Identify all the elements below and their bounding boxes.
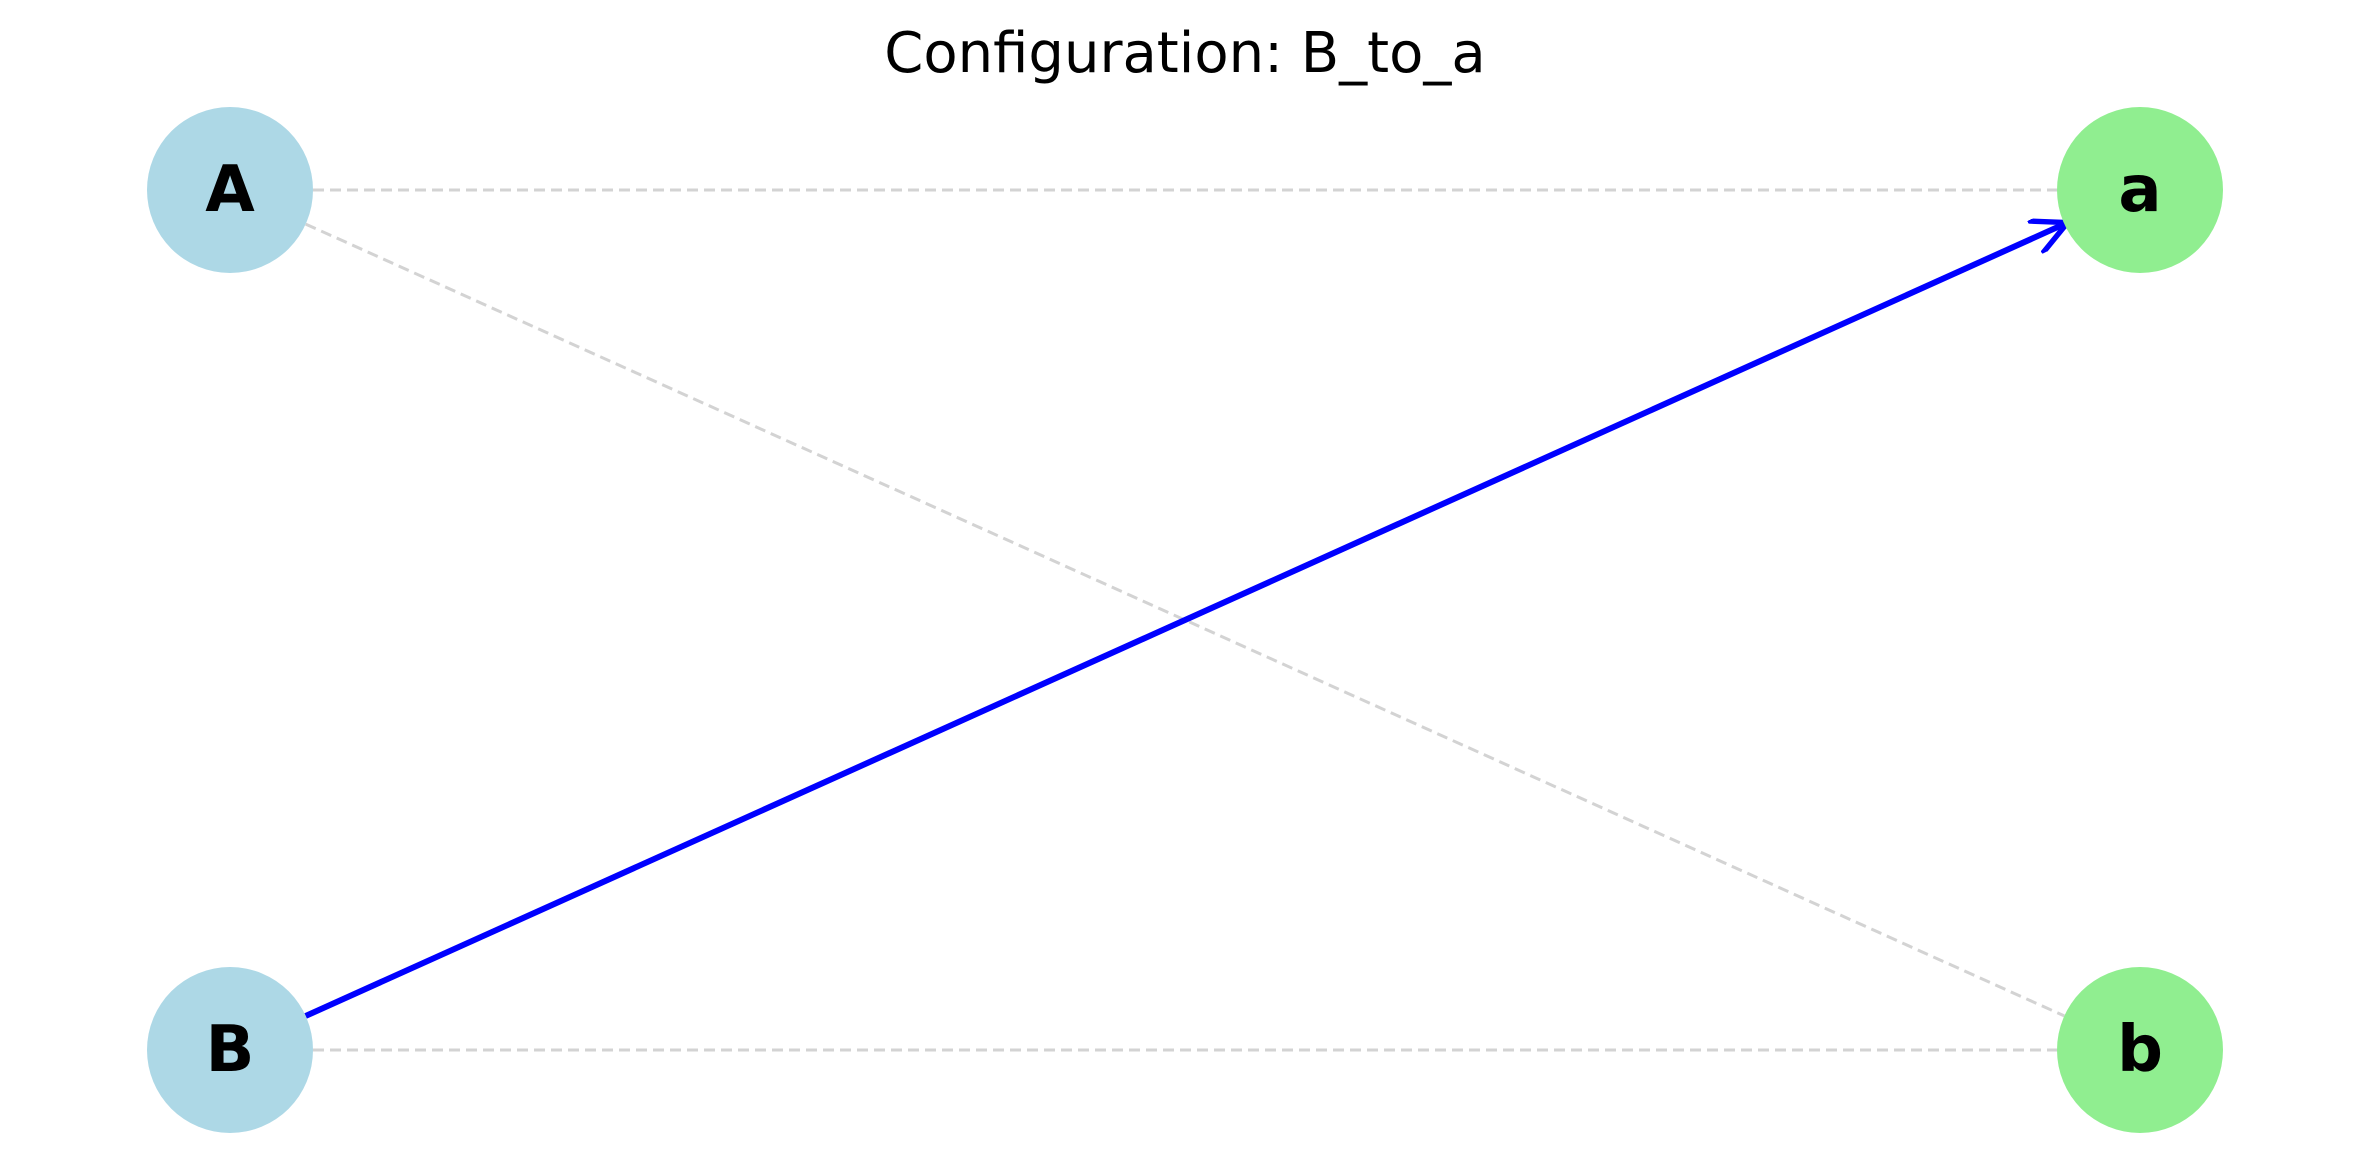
node-a: a xyxy=(2057,107,2223,273)
node-label-A: A xyxy=(205,153,255,227)
node-circle-B xyxy=(147,967,313,1133)
node-circle-a xyxy=(2057,107,2223,273)
edges-layer xyxy=(304,188,2065,1052)
node-B: B xyxy=(147,967,313,1133)
node-b: b xyxy=(2057,967,2223,1133)
edge-B-to-a xyxy=(304,224,2065,1019)
edge-A-to-b xyxy=(305,222,2065,1018)
node-circle-b xyxy=(2057,967,2223,1133)
diagram-title: Configuration: B_to_a xyxy=(884,21,1485,86)
node-label-B: B xyxy=(206,1013,255,1087)
node-circle-A xyxy=(147,107,313,273)
node-label-b: b xyxy=(2117,1013,2163,1087)
nodes-layer: A Ba b xyxy=(147,107,2223,1133)
node-label-a: a xyxy=(2118,153,2161,227)
node-A: A xyxy=(147,107,313,273)
